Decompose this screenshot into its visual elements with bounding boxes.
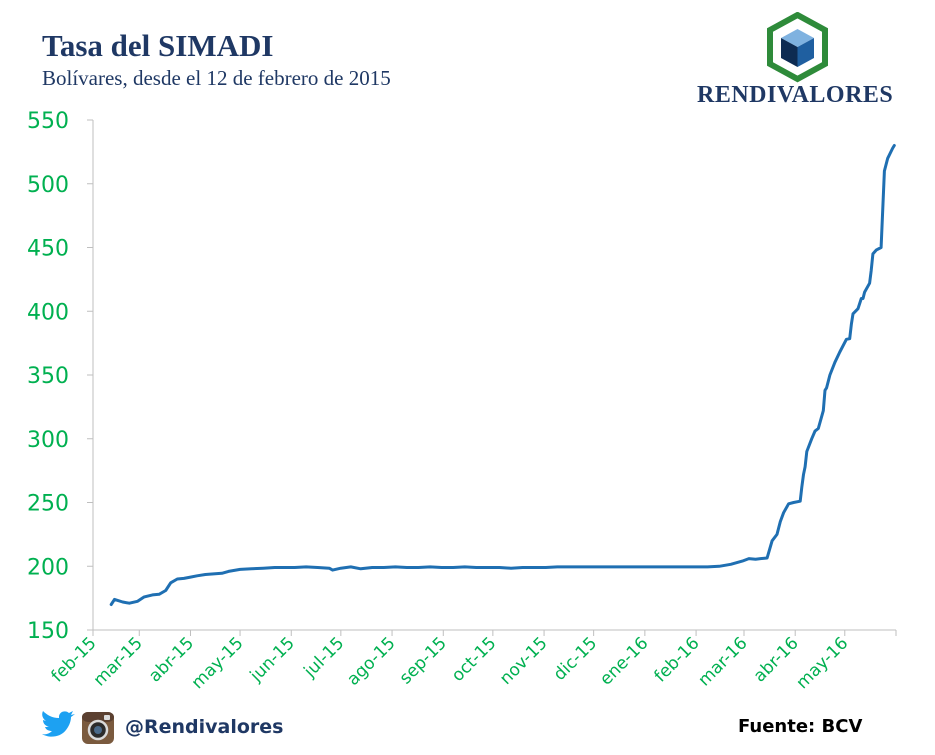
y-tick-label: 550 <box>27 109 69 134</box>
y-tick-label: 300 <box>27 428 69 453</box>
twitter-icon[interactable] <box>42 711 75 737</box>
source-note: Fuente: BCV <box>738 716 863 737</box>
x-tick-label: jul-15 <box>300 633 349 682</box>
x-tick-label: jun-15 <box>246 633 299 686</box>
twitter-handle[interactable]: @Rendivalores <box>125 716 284 738</box>
logo-text: RENDIVALORES <box>697 82 894 108</box>
x-tick-label: ene-16 <box>596 633 652 689</box>
x-tick-label: may-15 <box>188 633 248 693</box>
x-tick-label: dic-15 <box>550 633 601 684</box>
y-tick-label: 500 <box>27 173 69 198</box>
instagram-icon[interactable] <box>82 712 114 744</box>
y-tick-label: 400 <box>27 300 69 325</box>
y-tick-label: 450 <box>27 237 69 262</box>
x-tick-label: nov-15 <box>496 633 552 689</box>
x-tick-label: mar-16 <box>694 633 751 690</box>
y-tick-label: 250 <box>27 492 69 517</box>
cube-hexagon-icon <box>767 12 828 83</box>
x-tick-label: may-16 <box>793 633 853 693</box>
y-tick-label: 150 <box>27 619 69 644</box>
x-tick-label: mar-15 <box>90 633 147 690</box>
chart-title: Tasa del SIMADI <box>42 28 274 63</box>
chart-subtitle: Bolívares, desde el 12 de febrero de 201… <box>42 66 391 90</box>
y-tick-label: 200 <box>27 555 69 580</box>
social-icons <box>42 711 114 744</box>
y-tick-label: 350 <box>27 364 69 389</box>
x-tick-label: oct-15 <box>448 633 500 685</box>
x-tick-label: ago-15 <box>343 633 399 689</box>
x-tick-label: sep-15 <box>396 633 451 688</box>
series-line <box>109 144 896 606</box>
